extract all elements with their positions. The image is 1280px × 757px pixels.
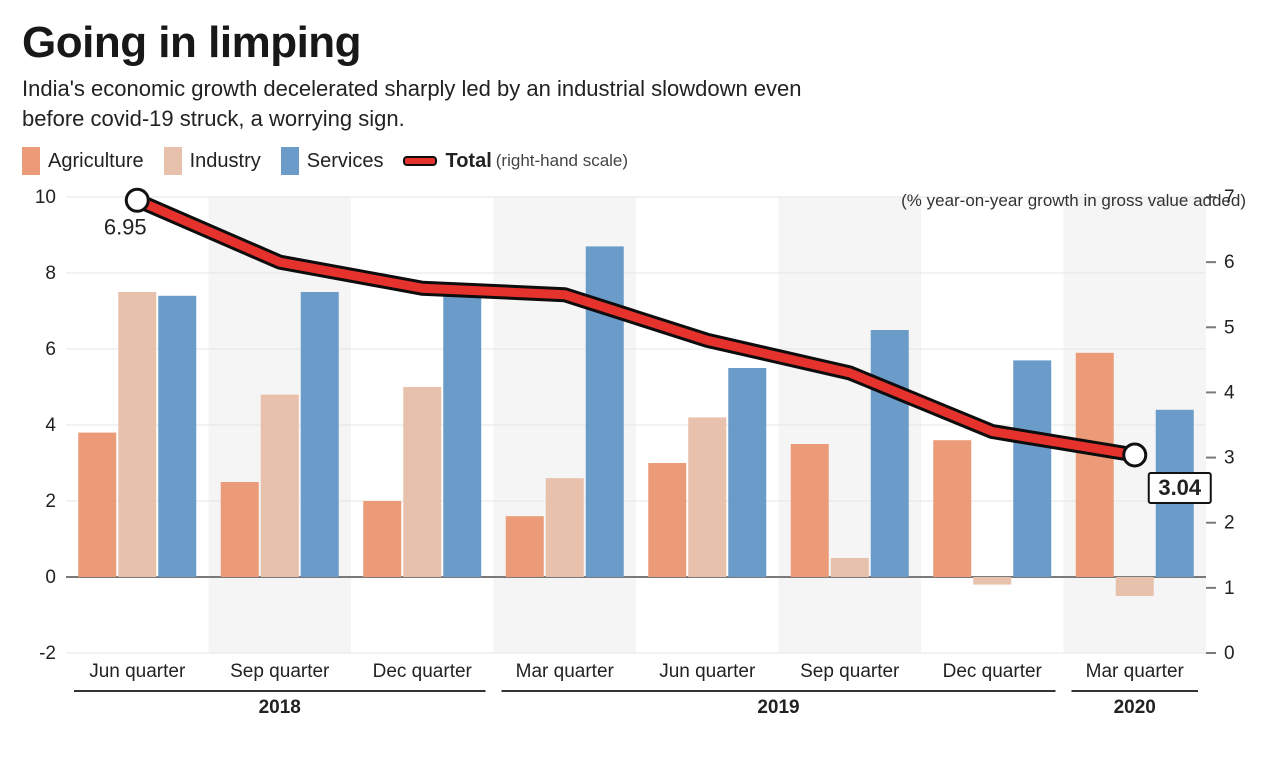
legend-total: Total (right-hand scale) [403,150,628,173]
svg-text:6.95: 6.95 [104,215,147,240]
svg-text:8: 8 [45,263,56,284]
svg-text:0: 0 [45,567,56,588]
swatch-services [281,147,299,175]
chart: (% year-on-year growth in gross value ad… [22,179,1258,739]
svg-text:4: 4 [1224,383,1235,404]
legend-agriculture: Agriculture [22,147,144,175]
svg-text:3.04: 3.04 [1158,475,1202,500]
svg-text:0: 0 [1224,643,1235,664]
legend-total-paren: (right-hand scale) [496,151,628,171]
legend-industry-label: Industry [190,150,261,173]
svg-text:5: 5 [1224,318,1235,339]
page-title: Going in limping [22,18,1258,68]
svg-text:-2: -2 [39,643,56,664]
svg-text:Mar quarter: Mar quarter [516,661,615,682]
svg-text:Sep quarter: Sep quarter [230,661,330,682]
legend-total-label: Total [445,150,491,173]
chart-legend: Agriculture Industry Services Total (rig… [22,147,1258,175]
svg-text:2018: 2018 [259,697,301,718]
legend-agriculture-label: Agriculture [48,150,144,173]
swatch-total [403,156,437,166]
svg-text:2: 2 [45,491,56,512]
legend-industry: Industry [164,147,261,175]
legend-services: Services [281,147,384,175]
svg-text:10: 10 [35,187,56,208]
svg-text:Dec quarter: Dec quarter [943,661,1043,682]
legend-services-label: Services [307,150,384,173]
svg-text:Dec quarter: Dec quarter [373,661,473,682]
svg-text:6: 6 [1224,253,1235,274]
svg-text:Mar quarter: Mar quarter [1086,661,1185,682]
svg-text:2020: 2020 [1114,697,1156,718]
swatch-agriculture [22,147,40,175]
svg-text:Jun quarter: Jun quarter [89,661,186,682]
chart-svg: 01234567-202468106.953.04Jun quarterSep … [22,179,1258,739]
axis-note: (% year-on-year growth in gross value ad… [901,191,1246,211]
svg-text:6: 6 [45,339,56,360]
svg-text:2019: 2019 [757,697,799,718]
svg-text:2: 2 [1224,513,1235,534]
svg-text:Sep quarter: Sep quarter [800,661,900,682]
svg-text:4: 4 [45,415,56,436]
page-subtitle: India's economic growth decelerated shar… [22,74,802,133]
svg-text:3: 3 [1224,448,1235,469]
swatch-industry [164,147,182,175]
svg-text:1: 1 [1224,578,1235,599]
svg-text:Jun quarter: Jun quarter [659,661,756,682]
